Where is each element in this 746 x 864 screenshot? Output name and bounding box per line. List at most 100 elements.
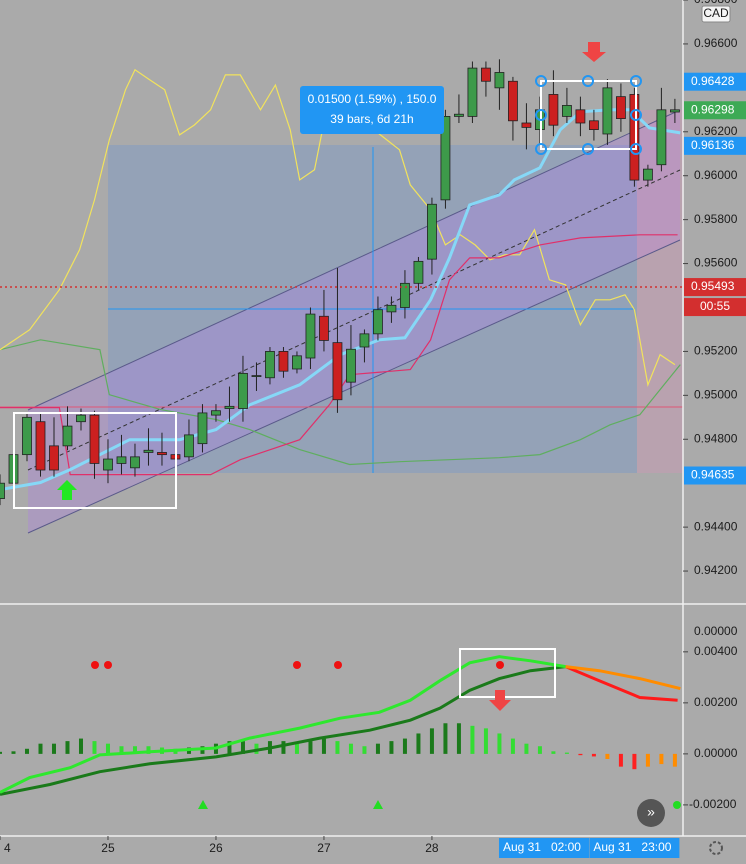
histogram-bar [429, 728, 434, 754]
annotations: 0.01500 (1.59%) , 150.0 39 bars, 6d 21h … [0, 42, 723, 855]
signal-dots [91, 661, 504, 669]
price-label: 0.95493 [691, 279, 735, 293]
box [13, 412, 177, 509]
price-label-box [684, 466, 746, 485]
x-tick-label: 25 [101, 841, 115, 855]
candle-body [332, 342, 343, 401]
histogram-bar [146, 746, 151, 754]
histogram-bar [416, 733, 421, 754]
y-tick-label: 0.95600 [694, 256, 738, 270]
candle-body [157, 452, 167, 456]
histogram-bar [578, 753, 583, 756]
channel-mid [27, 169, 681, 471]
candle-body [386, 304, 397, 313]
histogram-bar [375, 743, 380, 754]
histogram-bar [402, 738, 407, 754]
histogram-bar [105, 743, 110, 754]
y-tick-label: 0.00400 [694, 644, 738, 658]
candle-body [305, 313, 316, 359]
countdown: 00:55 [700, 299, 730, 313]
histogram-bar [632, 753, 637, 770]
series-line [0, 234, 678, 476]
histogram-bar [618, 753, 623, 767]
candle-body [184, 434, 194, 458]
series-line [565, 665, 681, 691]
candle-body [454, 113, 464, 117]
channel-fill [28, 110, 680, 533]
candle-body [76, 414, 86, 423]
price-label-box [684, 101, 746, 120]
y-tick-label: 0.94800 [694, 431, 738, 445]
candle-body [575, 109, 586, 124]
histogram-bar [24, 748, 29, 754]
candle-body [616, 96, 626, 120]
panel-label: 0.00000 [694, 624, 738, 638]
histogram-bar [659, 753, 664, 765]
candle-body [440, 116, 451, 201]
candle-body [292, 355, 302, 370]
histogram-bar [65, 741, 70, 754]
candle-body [346, 348, 356, 383]
arrow-up [57, 480, 77, 500]
y-tick-label: 0.96800 [694, 0, 738, 6]
candle-body [116, 456, 127, 464]
candle-body [656, 109, 667, 166]
candle-body [0, 482, 5, 499]
candle-body [481, 67, 491, 82]
settings[interactable] [709, 841, 723, 855]
x-highlight-date: Aug 31 [593, 840, 631, 854]
handles[interactable] [535, 75, 642, 155]
histogram-bar [672, 753, 677, 767]
arrow-down [489, 690, 511, 711]
candle-body [643, 168, 653, 181]
candle-body [521, 122, 532, 128]
y-tick-label: 0.94200 [694, 563, 738, 577]
x-tick-label: 26 [209, 841, 223, 855]
tooltip-box [300, 86, 444, 134]
y-tick-label: 0.96000 [694, 168, 738, 182]
scroll-icon: » [647, 804, 655, 820]
histogram-bar [92, 741, 97, 754]
histogram-bar [389, 741, 394, 754]
candle-body [413, 260, 424, 284]
candle-body [130, 456, 140, 469]
y-tick-label: 0.94400 [694, 519, 738, 533]
histogram-bar [240, 741, 245, 754]
candle-body [602, 87, 613, 135]
histogram-bar [470, 725, 475, 754]
y-tick-label: 0.00200 [694, 695, 738, 709]
candle-body [467, 67, 478, 117]
candle-body [35, 421, 46, 471]
candle-body [49, 445, 59, 471]
histogram-bar [537, 746, 542, 754]
candle-body [103, 458, 113, 471]
x-highlight-date: Aug 31 [503, 840, 541, 854]
box [540, 80, 637, 150]
price-label-box [684, 72, 746, 91]
y-tick-label: 0.00000 [694, 746, 738, 760]
scroll-button[interactable] [637, 799, 665, 827]
price-label: 0.94635 [691, 468, 735, 482]
candle-body [629, 94, 640, 181]
histogram-bar [308, 741, 313, 754]
signal-triangles [198, 800, 383, 809]
countdown-box [684, 298, 746, 317]
candle-body [197, 412, 208, 445]
candle-body [589, 120, 599, 130]
series-line [0, 339, 681, 466]
x-tick-label: 27 [317, 841, 331, 855]
x-highlight-box [589, 838, 680, 858]
histogram-bar [510, 738, 515, 754]
histogram-bar [294, 743, 299, 754]
x-highlight-time: 02:00 [551, 840, 581, 854]
histogram-bar [362, 746, 367, 754]
candle-body [211, 410, 221, 416]
series-line [0, 108, 681, 492]
channel-lower [27, 239, 681, 534]
histogram-bar [551, 751, 556, 754]
histogram-bar [38, 743, 43, 754]
price-label: 0.96298 [691, 102, 735, 116]
histogram-bar [281, 741, 286, 754]
